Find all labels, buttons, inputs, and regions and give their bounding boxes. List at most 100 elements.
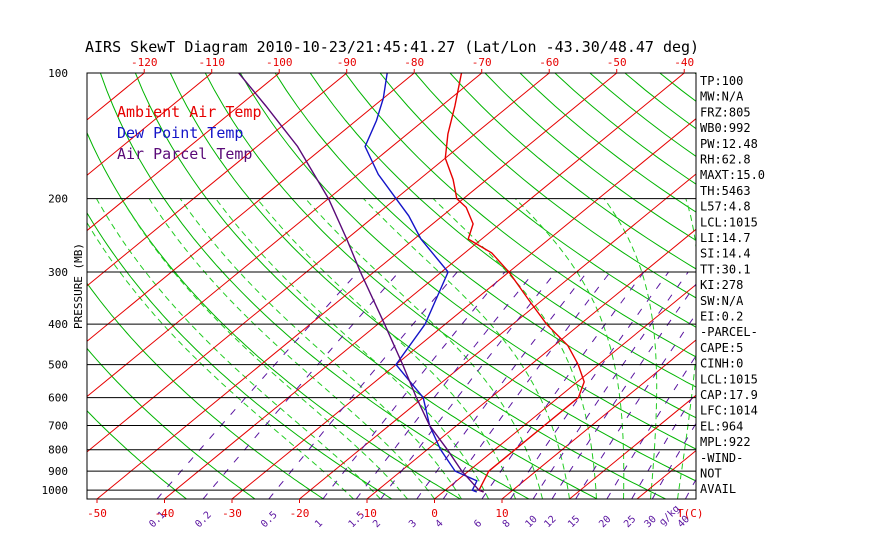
mixing-ratio-line xyxy=(156,271,359,499)
mixing-ratio-tick-label: 0.2 xyxy=(193,510,214,531)
moist-adiabat-line xyxy=(121,198,408,499)
isotherm-line xyxy=(501,339,696,499)
dry-adiabat-line xyxy=(87,410,187,499)
moist-adiabat-line xyxy=(363,198,570,499)
mixing-ratio-tick-label: 10 xyxy=(523,514,539,530)
x-axis-unit-label: T(C) xyxy=(677,507,704,520)
moist-adiabat-line xyxy=(148,198,435,499)
isotherm-line xyxy=(0,73,9,499)
legend-entry: Air Parcel Temp xyxy=(117,145,252,163)
mixing-ratio-line xyxy=(202,271,400,499)
series-line-ambient-air-temp xyxy=(444,73,585,493)
moist-adiabat-line xyxy=(215,198,489,499)
index-entry: KI:278 xyxy=(700,278,743,292)
legend: Ambient Air Temp Dew Point Temp Air Parcel… xyxy=(117,103,262,163)
dry-adiabat-line xyxy=(87,282,324,499)
isotherm-line xyxy=(87,73,213,176)
pressure-tick-label: 600 xyxy=(48,392,68,405)
mixing-ratio-tick-label: 12 xyxy=(542,514,558,530)
moist-adiabat-line xyxy=(96,198,381,499)
index-entry: -WIND- xyxy=(700,451,743,465)
index-entry: CAPE:5 xyxy=(700,341,743,355)
mixing-ratio-line xyxy=(532,271,689,499)
index-entry: LCL:1015 xyxy=(700,372,758,386)
moist-adiabat-line xyxy=(179,198,462,499)
pressure-tick-label: 200 xyxy=(48,193,68,206)
dry-adiabat-line xyxy=(765,73,870,499)
index-entry: NOT xyxy=(700,467,722,481)
mixing-ratio-line xyxy=(575,313,696,499)
moist-adiabat-line xyxy=(603,198,658,499)
moist-adiabat-line xyxy=(256,198,516,499)
pressure-tick-label: 700 xyxy=(48,420,68,433)
plot-frame xyxy=(86,72,697,500)
pressure-tick-label: 100 xyxy=(48,67,68,80)
mixing-ratio-lines xyxy=(156,271,696,499)
mixing-ratio-tick-label: 1 xyxy=(313,518,325,530)
dry-adiabat-line xyxy=(414,73,696,299)
index-entry: WB0:992 xyxy=(700,121,751,135)
pressure-tick-label: 1000 xyxy=(42,484,69,497)
isotherm-line xyxy=(366,228,696,499)
index-entry: MAXT:15.0 xyxy=(700,168,765,182)
bottom-temp-tick-label: -40 xyxy=(155,507,175,520)
isotherm-line xyxy=(434,284,696,499)
dry-adiabat-line xyxy=(484,73,696,241)
isotherm-line xyxy=(87,73,280,232)
moist-adiabat-line xyxy=(305,198,543,499)
isotherm-line xyxy=(772,73,870,499)
bottom-temp-tick-label: -30 xyxy=(222,507,242,520)
index-entry: EL:964 xyxy=(700,419,743,433)
top-temp-tick-label: -60 xyxy=(539,56,559,69)
legend-entry: Ambient Air Temp xyxy=(117,103,262,121)
dry-adiabat-line xyxy=(309,73,696,388)
mixing-ratio-line xyxy=(551,283,696,499)
mixing-ratio-tick-label: 20 xyxy=(597,514,613,530)
mixing-ratio-line xyxy=(380,271,557,499)
bottom-temp-tick-label: -10 xyxy=(357,507,377,520)
index-entry: TT:30.1 xyxy=(700,262,751,276)
bottom-temp-tick-label: -20 xyxy=(290,507,310,520)
isotherm-line xyxy=(87,73,483,398)
top-temp-tick-label: -120 xyxy=(131,56,158,69)
isotherm-line xyxy=(164,73,685,499)
top-temp-tick-label: -50 xyxy=(607,56,627,69)
mixing-ratio-tick-label: 0.5 xyxy=(259,510,280,531)
moist-adiabats xyxy=(87,198,696,499)
pressure-tick-label: 900 xyxy=(48,465,68,478)
series-line-air-parcel-temp xyxy=(238,73,484,493)
isotherm-line xyxy=(87,73,550,453)
dry-adiabat-line xyxy=(344,73,696,358)
top-temp-tick-label: -40 xyxy=(674,56,694,69)
dry-adiabat-line xyxy=(800,73,870,499)
bottom-temp-tick-label: -50 xyxy=(87,507,107,520)
bottom-temp-tick-label: 0 xyxy=(431,507,438,520)
index-entry: PW:12.48 xyxy=(700,137,758,151)
dry-adiabat-line xyxy=(274,73,696,419)
top-temp-tick-label: -70 xyxy=(472,56,492,69)
moist-adiabat-line xyxy=(677,198,696,499)
index-entry: MPL:922 xyxy=(700,435,751,449)
index-entry: SI:14.4 xyxy=(700,247,751,261)
mixing-ratio-line xyxy=(268,271,458,499)
dry-adiabat-line xyxy=(449,73,696,270)
pressure-tick-label: 300 xyxy=(48,266,68,279)
moist-adiabat-line xyxy=(87,221,354,499)
pressure-tick-label: 800 xyxy=(48,444,68,457)
index-entry: FRZ:805 xyxy=(700,105,751,119)
dry-adiabat-line xyxy=(87,347,256,499)
isotherm-line xyxy=(96,73,618,499)
index-entry: SW:N/A xyxy=(700,294,744,308)
isotherm-line xyxy=(0,73,77,499)
isotherm-line xyxy=(87,73,415,342)
plot-area: 0.1 0.2 0.5 1 1.5 2 3 4 6 8 10 12 15 20 25 30 40 xyxy=(0,72,870,531)
moist-adiabat-line xyxy=(432,198,597,499)
moist-adiabat-line xyxy=(514,198,625,499)
dry-adiabat-line xyxy=(99,73,530,499)
top-temp-tick-label: -80 xyxy=(404,56,424,69)
dry-adiabat-line xyxy=(169,73,666,499)
index-entry: AVAIL xyxy=(700,482,736,496)
mixing-ratio-tick-label: 6 xyxy=(472,518,484,530)
